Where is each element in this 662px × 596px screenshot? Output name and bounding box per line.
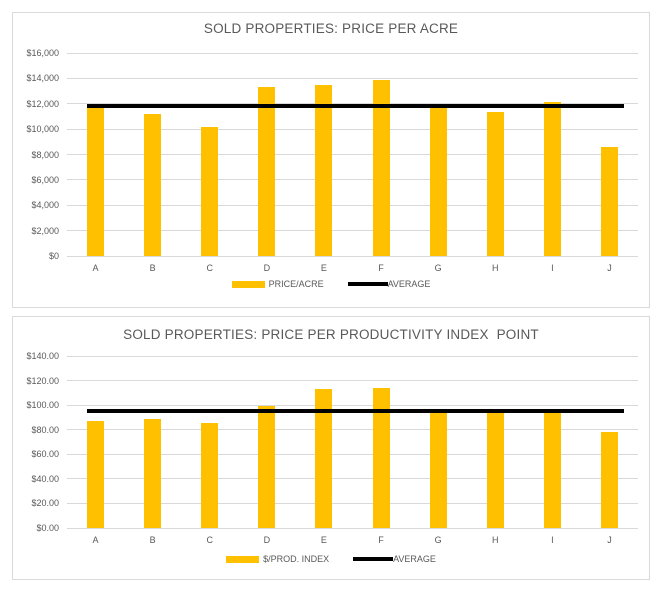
bar-series-label: PRICE/ACRE [268, 279, 324, 289]
chart-title: SOLD PROPERTIES: PRICE PER PRODUCTIVITY … [123, 327, 539, 342]
gridline [67, 355, 638, 357]
x-axis-label-C: C [206, 263, 213, 273]
bar-J [600, 146, 618, 256]
bar-F [372, 80, 390, 256]
x-axis-label-H: H [491, 263, 499, 273]
y-axis-tick-label: $10,000 [26, 124, 59, 135]
x-axis-label-B: B [149, 535, 156, 545]
bar-F [372, 387, 390, 528]
bar-G [429, 409, 447, 528]
price-per-productivity-index-chart[interactable]: SOLD PROPERTIES: PRICE PER PRODUCTIVITY … [12, 316, 650, 580]
x-axis-label-A: A [92, 263, 99, 273]
gridline [67, 179, 638, 181]
y-axis-tick-label: $60.00 [31, 449, 59, 460]
bar-series-label: $/PROD. INDEX [263, 554, 330, 564]
y-axis-tick-label: $140.00 [26, 351, 59, 361]
x-axis-label-D: D [263, 263, 271, 273]
bar-D [258, 405, 276, 528]
x-axis-label-D: D [263, 535, 271, 545]
bar-C [201, 127, 219, 256]
bar-I [543, 413, 561, 528]
bar-G [429, 107, 447, 256]
bar-H [486, 111, 504, 256]
bar-series-swatch-icon [231, 280, 265, 288]
gridline [67, 230, 638, 232]
plot-area [67, 355, 638, 529]
gridline [67, 527, 638, 529]
y-axis-tick-label: $4,000 [31, 200, 59, 211]
x-axis-label-A: A [92, 535, 99, 545]
y-axis-tick-label: $2,000 [31, 225, 59, 236]
y-axis-tick-label: $0.00 [36, 523, 59, 533]
x-axis-label-H: H [491, 535, 499, 545]
chart-title: SOLD PROPERTIES: PRICE PER ACRE [203, 21, 459, 36]
y-axis-tick-label: $12,000 [26, 98, 59, 109]
x-axis-label-F: F [378, 263, 384, 273]
average-series-label: AVERAGE [393, 554, 436, 564]
y-axis-tick-label: $6,000 [31, 174, 59, 185]
x-axis-label-J: J [607, 263, 612, 273]
average-line [87, 104, 624, 109]
gridline [67, 429, 638, 431]
gridline [67, 453, 638, 455]
gridline [67, 128, 638, 130]
legend: $/PROD. INDEX AVERAGE [13, 554, 649, 564]
bar-B [144, 113, 162, 256]
x-axis-label-B: B [149, 263, 156, 273]
bar-C [201, 422, 219, 528]
plot-area [67, 52, 638, 257]
y-axis-tick-label: $80.00 [31, 424, 59, 435]
x-axis-label-E: E [320, 535, 327, 545]
price-per-acre-chart[interactable]: SOLD PROPERTIES: PRICE PER ACRE PRICE/AC… [12, 12, 650, 308]
gridline [67, 478, 638, 480]
gridline [67, 380, 638, 382]
average-line [87, 409, 624, 414]
x-axis-label-G: G [434, 535, 442, 545]
y-axis-tick-label: $16,000 [26, 48, 59, 58]
average-line-swatch-icon [347, 282, 388, 286]
x-axis-label-F: F [378, 535, 384, 545]
bar-E [315, 85, 333, 256]
y-axis-tick-label: $0 [48, 251, 59, 261]
bar-series-swatch-icon [226, 555, 260, 563]
y-axis-tick-label: $40.00 [31, 473, 59, 484]
gridline [67, 154, 638, 155]
y-axis-tick-label: $120.00 [26, 375, 59, 386]
gridline [67, 502, 638, 504]
x-axis-label-C: C [206, 535, 213, 545]
bar-A [87, 420, 105, 528]
y-axis-tick-label: $8,000 [31, 149, 59, 160]
gridline [67, 77, 638, 79]
y-axis-tick-label: $14,000 [26, 73, 59, 84]
bar-B [144, 418, 162, 528]
bar-H [486, 411, 504, 528]
average-series-label: AVERAGE [387, 279, 431, 289]
bar-I [543, 101, 561, 256]
bar-D [258, 87, 276, 256]
y-axis-tick-label: $20.00 [31, 498, 59, 509]
gridline [67, 404, 638, 406]
x-axis-label-I: I [551, 263, 554, 273]
gridline [67, 103, 638, 105]
gridline [67, 204, 638, 206]
legend: PRICE/ACRE AVERAGE [13, 279, 649, 289]
x-axis-label-J: J [607, 535, 612, 545]
gridline [67, 52, 638, 54]
gridline [67, 255, 638, 257]
x-axis-label-G: G [434, 263, 442, 273]
average-line-swatch-icon [353, 557, 394, 561]
y-axis-tick-label: $100.00 [26, 400, 59, 411]
x-axis-label-I: I [551, 535, 554, 545]
bar-E [315, 389, 333, 528]
x-axis-label-E: E [320, 263, 327, 273]
bar-J [600, 431, 618, 528]
bar-A [87, 105, 105, 256]
